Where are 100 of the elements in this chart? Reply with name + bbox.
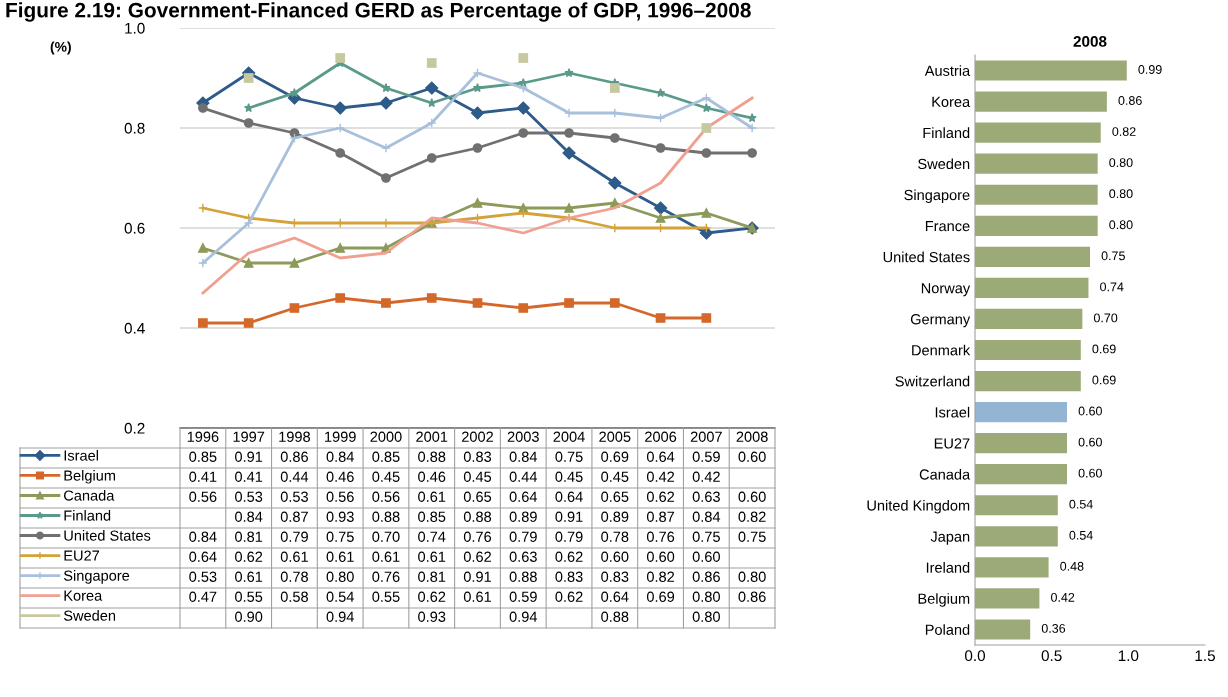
data-label: 0.65 — [463, 491, 492, 502]
data-label: 0.62 — [418, 591, 446, 602]
x-tick-label: 0.0 — [964, 650, 986, 662]
legend-label: Sweden — [63, 610, 116, 621]
data-label: 0.61 — [372, 551, 400, 562]
data-label: 0.60 — [1078, 406, 1102, 416]
y-tick-label: 0.2 — [124, 422, 145, 434]
data-label: 0.99 — [1138, 65, 1162, 74]
data-label: 0.80 — [692, 591, 720, 602]
data-label: 0.54 — [326, 591, 354, 602]
data-label: 0.85 — [189, 451, 217, 462]
data-label: 0.64 — [189, 551, 217, 562]
data-label: 0.89 — [601, 511, 629, 522]
y-tick-label: United Kingdom — [867, 499, 970, 514]
data-label: 0.45 — [601, 471, 629, 482]
data-label: 0.61 — [418, 491, 446, 502]
data-label: 0.78 — [601, 531, 629, 542]
y-tick-label: Finland — [923, 127, 970, 139]
data-label: 0.64 — [601, 591, 629, 602]
data-label: 0.70 — [1093, 313, 1118, 323]
data-label: 0.64 — [646, 451, 675, 462]
x-tick-label: 1999 — [325, 431, 356, 442]
data-label: 0.69 — [1092, 375, 1116, 385]
data-label: 0.88 — [372, 511, 400, 522]
y-tick-label: Germany — [910, 314, 971, 328]
data-label: 0.63 — [692, 491, 720, 502]
x-tick-label: 1997 — [233, 431, 265, 442]
y-axis-title: (%) — [50, 41, 71, 55]
y-tick-label: Norway — [921, 283, 971, 297]
data-label: 0.87 — [646, 511, 675, 522]
data-label: 0.54 — [1069, 530, 1093, 540]
x-tick-label: 2001 — [416, 431, 448, 442]
data-label: 0.75 — [738, 531, 766, 542]
legend-label: Singapore — [63, 570, 130, 584]
data-label: 0.84 — [692, 511, 721, 522]
data-label: 0.75 — [692, 531, 720, 542]
x-tick-label: 2002 — [462, 431, 493, 442]
data-label: 0.61 — [280, 551, 308, 562]
x-tick-label: 1.0 — [1118, 650, 1139, 662]
data-label: 0.81 — [418, 571, 446, 582]
data-label: 0.83 — [463, 451, 492, 462]
data-label: 0.53 — [189, 571, 217, 582]
data-label: 0.70 — [372, 531, 400, 542]
data-label: 0.60 — [692, 551, 720, 562]
data-label: 0.60 — [1078, 468, 1102, 478]
data-label: 0.36 — [1041, 623, 1066, 633]
data-label: 0.90 — [235, 611, 263, 622]
data-label: 0.74 — [1100, 282, 1124, 292]
data-label: 0.56 — [189, 491, 217, 502]
y-tick-label: Korea — [932, 96, 971, 108]
data-label: 0.86 — [692, 571, 720, 582]
data-label: 0.61 — [326, 551, 354, 562]
data-label: 0.65 — [601, 491, 629, 502]
legend-label: EU27 — [64, 550, 100, 561]
data-label: 0.86 — [1118, 96, 1142, 105]
data-label: 0.56 — [326, 491, 354, 502]
data-label: 0.88 — [601, 611, 629, 622]
data-label: 0.55 — [372, 591, 400, 602]
legend-label: Belgium — [64, 470, 116, 484]
data-label: 0.83 — [555, 571, 583, 582]
data-label: 0.84 — [326, 451, 354, 462]
data-label: 0.91 — [555, 511, 583, 522]
x-tick-label: 2004 — [553, 431, 585, 442]
data-label: 0.45 — [555, 471, 583, 482]
y-tick-label: Poland — [925, 624, 970, 635]
data-label: 0.41 — [235, 471, 263, 482]
y-tick-label: France — [925, 221, 970, 232]
data-label: 0.84 — [509, 451, 538, 462]
data-label: 0.86 — [280, 451, 308, 462]
data-label: 0.76 — [372, 571, 400, 582]
data-label: 0.82 — [738, 511, 766, 522]
data-label: 0.69 — [1092, 344, 1116, 354]
y-tick-label: 1.0 — [125, 22, 145, 34]
data-label: 0.94 — [326, 611, 354, 622]
chart-title: 2008 — [1073, 36, 1107, 47]
x-tick-label: 2008 — [736, 431, 768, 442]
data-label: 0.86 — [738, 591, 766, 602]
data-label: 0.46 — [326, 471, 354, 482]
data-label: 0.88 — [463, 511, 492, 522]
y-tick-label: 0.8 — [124, 122, 145, 134]
data-label: 0.80 — [1109, 220, 1133, 230]
data-label: 0.75 — [555, 451, 583, 462]
data-label: 0.82 — [1112, 127, 1136, 136]
legend-label: Korea — [64, 590, 103, 601]
data-label: 0.69 — [646, 591, 675, 602]
x-tick-label: 0.5 — [1041, 650, 1062, 662]
data-label: 0.80 — [326, 571, 354, 582]
y-tick-label: Ireland — [926, 562, 970, 573]
data-label: 0.60 — [601, 551, 629, 562]
data-label: 0.80 — [692, 611, 720, 622]
data-label: 0.80 — [1109, 189, 1133, 199]
data-label: 0.47 — [189, 591, 217, 602]
x-tick-label: 2006 — [645, 431, 677, 442]
y-tick-label: Austria — [924, 65, 971, 76]
data-label: 0.53 — [235, 491, 263, 502]
data-label: 0.88 — [509, 571, 537, 582]
x-tick-label: 1.5 — [1195, 650, 1215, 662]
data-label: 0.84 — [189, 531, 217, 542]
data-label: 0.78 — [280, 571, 308, 582]
data-label: 0.61 — [463, 591, 491, 602]
